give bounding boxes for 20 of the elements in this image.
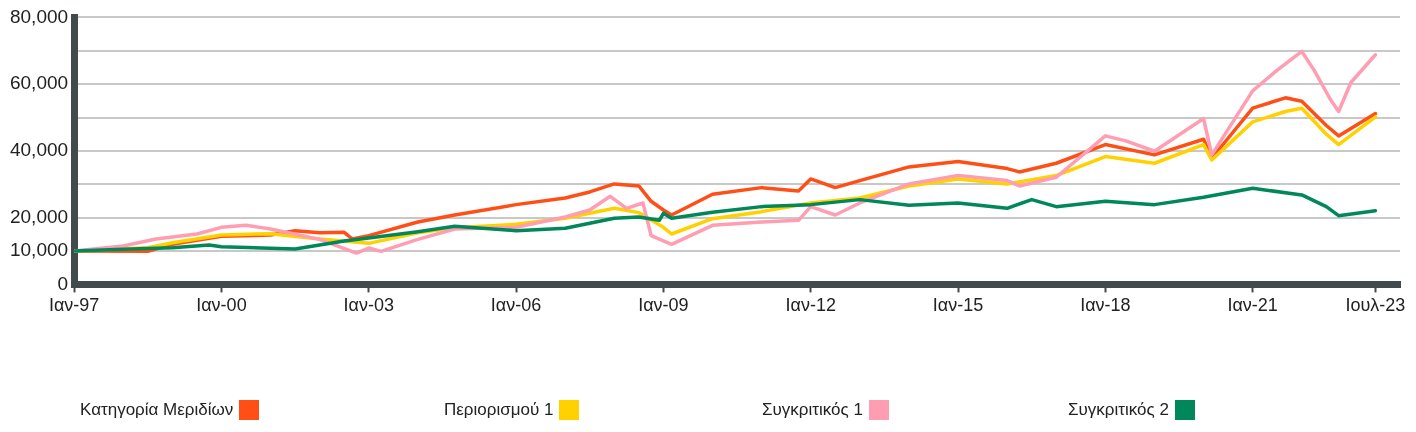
y-tick-label: 80,000 — [9, 5, 69, 27]
x-tick-label: Ιαν-00 — [196, 295, 247, 316]
x-tick-label: Ιουλ-23 — [1345, 295, 1406, 316]
x-tick-label: Ιαν-18 — [1080, 295, 1131, 316]
x-tick-label: Ιαν-97 — [48, 295, 100, 316]
legend-label: Κατηγορία Μεριδίων — [80, 400, 234, 420]
legend-label: Περιορισμού 1 — [444, 400, 554, 420]
x-tick-label: Ιαν-03 — [343, 295, 394, 316]
x-tick-label: Ιαν-12 — [785, 295, 836, 316]
y-tick-label: 0 — [57, 272, 69, 294]
x-tick-label: Ιαν-09 — [638, 295, 689, 316]
y-tick-label: 10,000 — [9, 239, 69, 261]
legend-label: Συγκριτικός 2 — [1068, 400, 1169, 420]
x-tick-label: Ιαν-21 — [1227, 295, 1278, 316]
y-tick-label: 40,000 — [9, 139, 69, 161]
x-tick-label: Ιαν-15 — [932, 295, 984, 316]
legend-label: Συγκριτικός 1 — [762, 400, 863, 420]
x-tick-label: Ιαν-06 — [490, 295, 542, 316]
y-tick-label: 60,000 — [9, 72, 69, 94]
y-tick-label: 20,000 — [9, 205, 69, 227]
